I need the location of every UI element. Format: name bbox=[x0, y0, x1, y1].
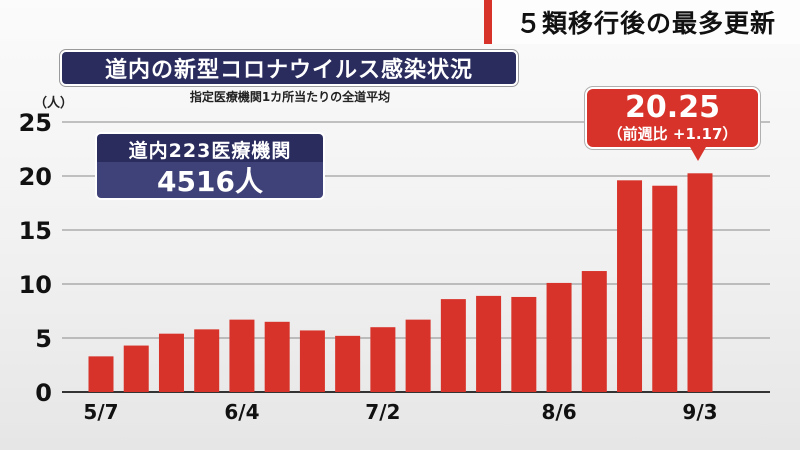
bar-13 bbox=[546, 282, 572, 392]
y-axis-unit: （人） bbox=[34, 96, 74, 111]
bar-1 bbox=[123, 345, 149, 392]
bar-0 bbox=[88, 356, 114, 392]
bar-4 bbox=[229, 319, 255, 392]
bar-12 bbox=[511, 296, 537, 392]
bar-14 bbox=[581, 271, 607, 392]
bar-6 bbox=[299, 330, 325, 392]
bar-10 bbox=[440, 299, 466, 392]
headline-banner: ５類移行後の最多更新 bbox=[484, 0, 800, 44]
latest-value: 20.25 bbox=[625, 90, 720, 125]
week-over-week-change: （前週比 +1.17） bbox=[607, 125, 738, 143]
bar-15 bbox=[617, 180, 643, 392]
x-tick-labels: 5/7 6/4 7/2 8/6 9/3 bbox=[83, 400, 717, 424]
y-tick-labels: 0 5 10 15 20 25 bbox=[19, 109, 52, 407]
bar-5 bbox=[264, 321, 290, 392]
bar-16 bbox=[652, 185, 678, 392]
y-tick-label-2: 10 bbox=[19, 271, 52, 299]
x-tick-label-17: 9/3 bbox=[682, 400, 717, 424]
y-tick-label-3: 15 bbox=[19, 217, 52, 245]
y-tick-label-5: 25 bbox=[19, 109, 52, 137]
chart-subtitle: 指定医療機関1カ所当たりの全道平均 bbox=[189, 90, 391, 104]
bar-3 bbox=[194, 329, 220, 392]
bar-9 bbox=[405, 319, 431, 392]
headline-text: ５類移行後の最多更新 bbox=[515, 9, 776, 38]
bar-17 bbox=[687, 173, 713, 392]
bar-2 bbox=[158, 333, 184, 392]
x-tick-label-4: 6/4 bbox=[224, 400, 259, 424]
chart-title-box: 道内の新型コロナウイルス感染状況 bbox=[60, 50, 518, 86]
bar-11 bbox=[476, 295, 502, 392]
institution-count-label: 道内223医療機関 bbox=[128, 139, 292, 162]
chart-title: 道内の新型コロナウイルス感染状況 bbox=[104, 58, 473, 83]
bar-8 bbox=[370, 327, 396, 392]
patient-total-value: 4516人 bbox=[157, 165, 263, 198]
x-tick-label-13: 8/6 bbox=[541, 400, 576, 424]
y-tick-label-1: 5 bbox=[35, 325, 52, 353]
bar-7 bbox=[335, 335, 361, 392]
y-tick-label-4: 20 bbox=[19, 163, 52, 191]
x-tick-label-0: 5/7 bbox=[83, 400, 118, 424]
institution-count-panel: 道内223医療機関 bbox=[95, 132, 325, 164]
bars bbox=[88, 173, 713, 392]
callout-pointer bbox=[690, 147, 706, 161]
y-tick-label-0: 0 bbox=[35, 379, 52, 407]
x-tick-label-8: 7/2 bbox=[365, 400, 400, 424]
patient-total-panel: 4516人 bbox=[95, 162, 325, 200]
latest-value-callout: 20.25 （前週比 +1.17） bbox=[585, 87, 760, 149]
